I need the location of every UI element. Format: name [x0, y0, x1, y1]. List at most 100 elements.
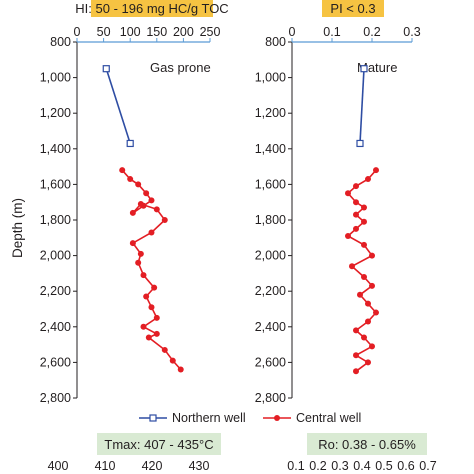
central-well-point — [153, 314, 160, 321]
central-well-point — [349, 263, 355, 270]
depth-tick-label: 1,000 — [255, 71, 286, 85]
tmax-tick-label: 420 — [142, 459, 163, 473]
central-well-point — [148, 197, 155, 204]
depth-tick-label: 2,400 — [255, 320, 286, 334]
central-well-point — [143, 293, 150, 300]
top-tick-label: 100 — [120, 25, 141, 39]
depth-tick-label: 1,800 — [255, 213, 286, 227]
depth-tick-label: 1,200 — [255, 106, 286, 120]
depth-tick-label: 1,600 — [255, 177, 286, 191]
central-well-point — [148, 304, 155, 311]
tmax-banner — [97, 433, 221, 455]
gas-prone-annotation: Gas prone — [150, 60, 211, 75]
ro-tick-label: 0.3 — [331, 459, 348, 473]
depth-axis-title: Depth (m) — [10, 198, 25, 258]
central-well-point — [353, 352, 359, 359]
northern-well-line — [105, 68, 131, 144]
central-well-point — [369, 343, 375, 350]
central-well-point — [143, 190, 150, 197]
central-well-point — [353, 199, 359, 206]
ro-tick-label: 0.7 — [419, 459, 436, 473]
northern-well-point — [102, 65, 110, 73]
depth-tick-label: 800 — [265, 35, 286, 49]
central-well-point — [361, 218, 367, 225]
central-well-point — [353, 183, 359, 190]
legend-central-label: Central well — [296, 411, 361, 425]
northern-well-point — [126, 139, 134, 148]
central-well-point — [373, 167, 379, 174]
ro-tick-label: 0.5 — [375, 459, 392, 473]
central-well-point — [373, 309, 379, 316]
depth-tick-label: 2,600 — [40, 355, 71, 369]
depth-tick-label: 2,600 — [255, 355, 286, 369]
central-well-point — [145, 334, 152, 341]
tmax-tick-label: 400 — [48, 459, 69, 473]
tmax-tick-label: 430 — [189, 459, 210, 473]
depth-tick-label: 1,200 — [40, 106, 71, 120]
top-tick-label: 50 — [97, 25, 111, 39]
depth-tick-label: 2,200 — [40, 284, 71, 298]
central-well-point — [135, 259, 142, 266]
top-tick-label: 0.3 — [403, 25, 420, 39]
legend-northern-marker — [149, 414, 157, 422]
bottom-axis-labels: 400 410 420 430 0.1 0.2 0.3 0.4 0.5 0.6 0.7 — [48, 459, 437, 473]
central-well-point — [369, 282, 375, 289]
central-well-point — [153, 330, 160, 337]
legend: Northern well Central well — [139, 411, 361, 425]
ro-tick-label: 0.1 — [287, 459, 304, 473]
central-well-point — [365, 300, 371, 307]
central-well-point — [361, 204, 367, 211]
central-well-point — [148, 229, 155, 236]
central-well-point — [361, 241, 367, 248]
hi-banner — [91, 0, 213, 17]
central-well-point — [161, 217, 168, 223]
central-well-point — [365, 318, 371, 325]
top-tick-label: 250 — [200, 25, 221, 39]
top-tick-label: 0 — [74, 25, 81, 39]
central-well-point — [345, 190, 351, 197]
ro-tick-label: 0.2 — [309, 459, 326, 473]
central-well-point — [353, 368, 359, 375]
ro-banner — [307, 433, 427, 455]
central-well-point — [151, 284, 158, 291]
central-well-point — [129, 240, 136, 247]
depth-tick-label: 1,800 — [40, 213, 71, 227]
central-well-point — [153, 206, 160, 213]
pi-banner-label: PI < 0.3 — [330, 1, 375, 16]
central-well-point — [119, 167, 126, 174]
central-well-point — [137, 250, 144, 257]
central-well-point — [353, 211, 359, 218]
depth-tick-label: 2,800 — [40, 391, 71, 405]
central-well-line — [346, 169, 378, 372]
pi-banner — [322, 0, 384, 17]
central-well-point — [361, 334, 367, 341]
left-panel-hi: 800 1,000 1,200 1,400 1,600 1,800 2,000 2,200 2,… — [40, 25, 221, 405]
depth-tick-label: 1,600 — [40, 177, 71, 191]
hi-banner-label: HI: 50 - 196 mg HC/g TOC — [75, 1, 228, 16]
top-tick-label: 150 — [146, 25, 167, 39]
central-well-point — [127, 176, 134, 183]
depth-tick-label: 2,200 — [255, 284, 286, 298]
tmax-tick-label: 410 — [95, 459, 116, 473]
central-well-point — [365, 176, 371, 183]
legend-central-marker — [274, 415, 280, 421]
central-well-point — [361, 273, 367, 280]
tmax-banner-label: Tmax: 407 - 435°C — [104, 437, 213, 452]
top-tick-label: 0.1 — [323, 25, 340, 39]
top-tick-label: 200 — [173, 25, 194, 39]
central-well-point — [140, 272, 147, 279]
ro-tick-label: 0.6 — [397, 459, 414, 473]
central-well-point — [161, 346, 168, 353]
ro-tick-label: 0.4 — [353, 459, 370, 473]
depth-tick-label: 1,400 — [40, 142, 71, 156]
central-well-point — [129, 209, 136, 216]
central-well-point — [345, 233, 351, 240]
top-tick-label: 0.2 — [363, 25, 380, 39]
central-well-point — [353, 225, 359, 232]
central-well-point — [177, 366, 184, 373]
central-well-point — [140, 323, 147, 330]
central-well-point — [369, 252, 375, 259]
ro-banner-label: Ro: 0.38 - 0.65% — [318, 437, 416, 452]
depth-tick-label: 2,400 — [40, 320, 71, 334]
